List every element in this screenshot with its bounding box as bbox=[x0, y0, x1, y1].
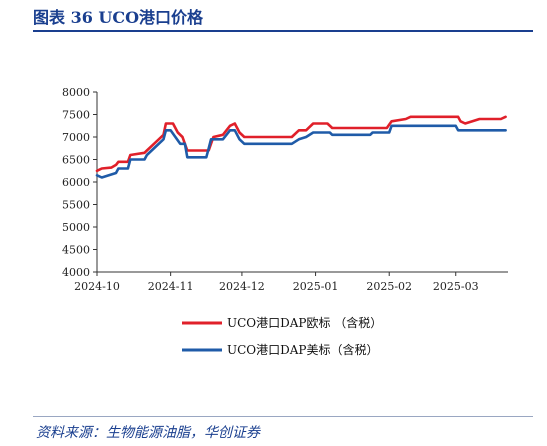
x-tick-label: 2025-02 bbox=[366, 280, 412, 293]
y-tick-label: 7000 bbox=[62, 131, 90, 144]
y-tick-label: 4000 bbox=[62, 266, 90, 279]
footer-rule bbox=[33, 416, 533, 417]
legend-label-1: UCO港口DAP欧标 （含税） bbox=[227, 315, 382, 330]
chart-axes: 4000 4500 5000 5500 6000 6500 7000 7500 8000 2024… bbox=[62, 86, 508, 293]
x-tick-label: 2025-03 bbox=[433, 280, 479, 293]
x-tick-label: 2024-12 bbox=[219, 280, 265, 293]
figure-title: 图表 36 UCO港口价格 bbox=[33, 8, 204, 27]
y-tick-label: 6500 bbox=[62, 154, 90, 167]
y-tick-label: 7500 bbox=[62, 109, 90, 122]
chart-legend: UCO港口DAP欧标 （含税） UCO港口DAP美标（含税） bbox=[182, 315, 382, 357]
series-line-2 bbox=[95, 124, 507, 179]
y-tick-label: 4500 bbox=[62, 244, 90, 257]
y-tick-label: 5000 bbox=[62, 221, 90, 234]
x-tick-label: 2024-11 bbox=[148, 280, 194, 293]
y-tick-label: 6000 bbox=[62, 176, 90, 189]
title-rule bbox=[33, 30, 533, 32]
x-tick-label: 2025-01 bbox=[293, 280, 339, 293]
y-tick-label: 5500 bbox=[62, 199, 90, 212]
x-tick-label: 2024-10 bbox=[74, 280, 120, 293]
chart-lines bbox=[95, 115, 507, 179]
y-tick-label: 8000 bbox=[62, 86, 90, 99]
series-line-1 bbox=[95, 115, 507, 173]
legend-label-2: UCO港口DAP美标（含税） bbox=[227, 342, 379, 357]
source-note: 资料来源：生物能源油脂，华创证券 bbox=[36, 425, 260, 441]
